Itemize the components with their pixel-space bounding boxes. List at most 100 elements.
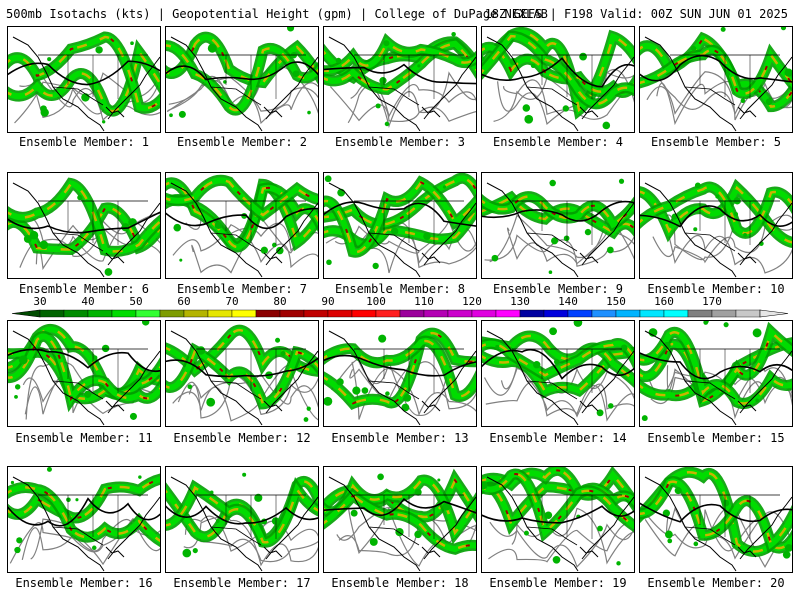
geopotential-contour [166, 207, 318, 230]
isotach-blob [179, 258, 183, 262]
isotach-blob [142, 321, 150, 326]
geopotential-contour [482, 505, 634, 524]
isotach-max [482, 342, 634, 377]
isotach-blob [182, 548, 192, 558]
colorbar-swatch [183, 309, 209, 318]
isotach-blob [307, 110, 311, 115]
ensemble-member-map [7, 320, 161, 427]
isotach-blob [18, 355, 28, 365]
isotach-blob [271, 517, 280, 525]
geopotential-contour [8, 60, 160, 86]
colorbar-tick-label: 80 [273, 295, 287, 308]
isotach-blob [280, 350, 286, 357]
isotach-blob [92, 355, 98, 361]
state-lines [699, 495, 751, 539]
isotach-blob [579, 52, 587, 61]
border-us-mexico [526, 232, 578, 252]
state-lines [699, 55, 751, 99]
coastline [486, 36, 634, 132]
isotach-blob [693, 227, 698, 232]
isotach-blob [178, 110, 186, 118]
isotach-blob [306, 406, 311, 411]
coastline [328, 330, 476, 426]
isotach-blob [215, 519, 220, 523]
isotach-blob [740, 98, 746, 104]
colorbar-tick-label: 150 [606, 295, 626, 308]
isotach-blob [482, 481, 488, 490]
border-us-mexico [684, 232, 736, 252]
isotach-blob [335, 57, 342, 64]
isotach-blob [121, 223, 130, 232]
colorbar-swatch [639, 309, 665, 318]
coastline [328, 182, 476, 278]
geopotential-contour [640, 205, 792, 228]
isotach-blob [14, 395, 18, 399]
isotach-max [166, 480, 318, 542]
isotach-blob [584, 228, 592, 236]
ensemble-member-label: Ensemble Member: 4 [492, 135, 624, 149]
colorbar-tick-label: 100 [366, 295, 386, 308]
isotach-blob [563, 235, 570, 242]
ensemble-member-label: Ensemble Member: 2 [176, 135, 308, 149]
geopotential-contour [8, 348, 160, 372]
colorbar-swatch [351, 309, 377, 318]
isotach-blob [138, 475, 142, 479]
isotach-core [640, 329, 792, 407]
state-lines [541, 201, 593, 245]
ensemble-member-label: Ensemble Member: 11 [15, 431, 153, 445]
coastline [12, 330, 160, 426]
colorbar-tick-label: 130 [510, 295, 530, 308]
isotach-blob [607, 403, 614, 409]
colorbar-low-arrow [11, 309, 41, 318]
border-us-mexico [210, 232, 262, 252]
border-us-mexico [52, 526, 104, 546]
isotach-blob [276, 246, 284, 255]
border-us-mexico [52, 232, 104, 252]
isotach-blob [209, 490, 214, 495]
height-contour [347, 84, 476, 124]
isotach-blob [169, 113, 173, 118]
colorbar-swatch [687, 309, 713, 318]
isotach-blob [451, 31, 456, 37]
isotach-blob [275, 337, 281, 343]
isotach-blob [596, 409, 604, 417]
map-canvas [640, 467, 792, 572]
isotach-blob [765, 98, 773, 106]
ensemble-member-map [323, 466, 477, 573]
isotach-blob [272, 242, 277, 248]
isotach-blob [664, 530, 673, 539]
isotach-blob [482, 56, 485, 62]
height-contour [661, 217, 792, 274]
coastline [170, 182, 318, 278]
colorbar-swatch [231, 309, 257, 318]
ensemble-member-map [639, 172, 793, 279]
colorbar-swatch [567, 309, 593, 318]
border-us-mexico [52, 86, 104, 106]
border-us-mexico [210, 86, 262, 106]
border-us-mexico [526, 86, 578, 106]
colorbar-swatch [543, 309, 569, 318]
state-lines [67, 349, 119, 393]
isotach-blob [616, 561, 621, 566]
isotach-blob [784, 68, 792, 77]
ensemble-member-map [323, 320, 477, 427]
isotach-blob [352, 386, 361, 395]
isotach-blob [29, 230, 39, 240]
state-lines [541, 495, 593, 539]
isotach-blob [723, 322, 729, 328]
isotach-blob [377, 473, 384, 481]
state-lines [383, 55, 435, 99]
ensemble-member-label: Ensemble Member: 14 [489, 431, 627, 445]
colorbar-tick-label: 30 [33, 295, 47, 308]
coastline [644, 182, 792, 278]
coastline [12, 476, 160, 572]
colorbar-swatch [735, 309, 761, 318]
isotach-blob [663, 341, 671, 350]
border-us-mexico [368, 86, 420, 106]
isotach-blob [101, 120, 106, 124]
height-contour [496, 68, 634, 126]
isotach-blob [378, 334, 387, 343]
colorbar-swatch [615, 309, 641, 318]
isotach-blob [703, 321, 709, 325]
colorbar-tick-label: 120 [462, 295, 482, 308]
